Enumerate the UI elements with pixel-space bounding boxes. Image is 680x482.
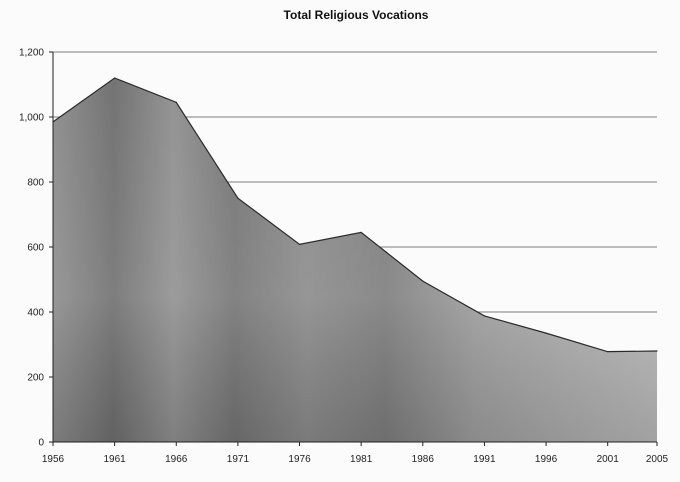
y-tick-label: 200	[27, 373, 44, 384]
y-tick-label: 1,000	[19, 113, 44, 124]
data-point-2001	[607, 351, 609, 353]
x-axis-tick-labels: 1956 1961 1966 1971 1976 1981 1986 1991 1996 2001…	[42, 454, 669, 465]
y-tick-label: 1,200	[19, 48, 44, 59]
data-point-1976	[298, 243, 301, 245]
y-tick-label: 0	[38, 438, 44, 449]
data-point-1981	[360, 231, 362, 233]
data-point-1961	[114, 77, 116, 79]
data-point-1996	[545, 332, 547, 334]
data-point-1971	[237, 197, 239, 199]
y-tick-label: 400	[27, 308, 44, 319]
x-tick-label: 2001	[597, 454, 620, 465]
x-tick-label: 1966	[165, 454, 188, 465]
x-tick-label: 2005	[646, 454, 669, 465]
x-tick-label: 1961	[104, 454, 127, 465]
x-tick-label: 1976	[288, 454, 311, 465]
axes	[49, 51, 658, 446]
data-point-1986	[422, 280, 424, 282]
y-axis-tick-labels: 0 200 400 600 800 1,000 1,200	[19, 48, 44, 449]
y-tick-label: 600	[27, 243, 44, 254]
x-tick-label: 1986	[412, 454, 435, 465]
x-tick-label: 1991	[473, 454, 496, 465]
x-tick-label: 1971	[227, 454, 250, 465]
chart-title: Total Religious Vocations	[284, 8, 429, 22]
y-tick-label: 800	[27, 178, 44, 189]
area-shading	[53, 78, 657, 442]
data-point-1966	[175, 101, 177, 103]
x-tick-label: 1956	[42, 454, 65, 465]
x-tick-label: 1996	[535, 454, 558, 465]
x-tick-label: 1981	[350, 454, 373, 465]
data-point-2005	[656, 350, 658, 352]
data-point-1991	[483, 315, 486, 317]
area-series	[52, 77, 658, 442]
